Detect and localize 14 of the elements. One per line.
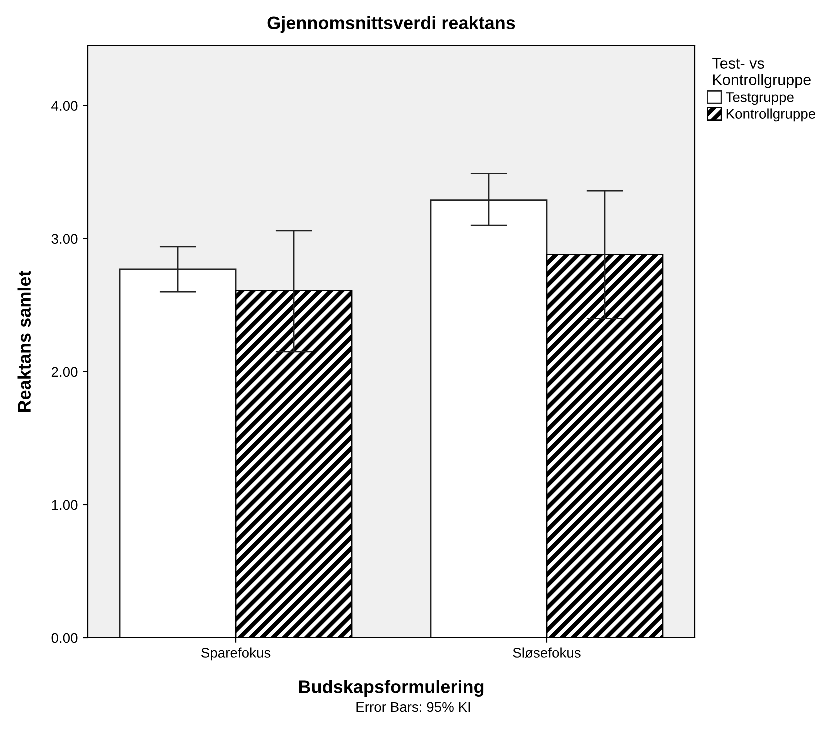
x-tick-label: Sløsefokus xyxy=(513,648,581,658)
chart-title: Gjennomsnittsverdi reaktans xyxy=(268,16,516,34)
y-tick-label: 2.00 xyxy=(52,367,78,378)
y-tick-label: 1.00 xyxy=(52,500,78,510)
legend-label: Testgruppe xyxy=(726,92,794,106)
y-tick-label: 3.00 xyxy=(52,234,78,244)
y-tick-label: 0.00 xyxy=(52,633,78,644)
legend-label: Kontrollgruppe xyxy=(726,108,816,122)
text: Error Bars: 95% KI xyxy=(356,702,470,712)
y-tick-label: 4.00 xyxy=(52,101,78,112)
y-axis-title: Reaktans samlet xyxy=(18,270,32,412)
x-axis-title: Budskapsformulering xyxy=(299,680,484,698)
legend-title: Test- vs Kontrollgruppe xyxy=(712,58,811,88)
x-tick-label: Sparefokus xyxy=(202,648,271,661)
